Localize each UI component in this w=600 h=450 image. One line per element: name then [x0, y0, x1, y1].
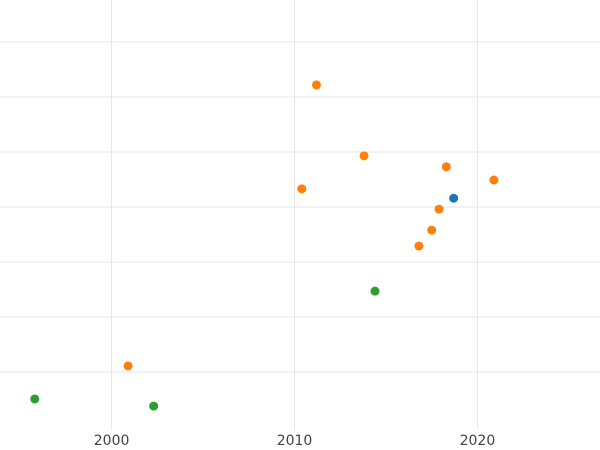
x-tick-label: 2000	[94, 433, 130, 449]
point	[441, 162, 451, 172]
point	[449, 193, 459, 203]
point	[30, 394, 40, 404]
x-tick-label: 2010	[277, 433, 313, 449]
point	[427, 225, 437, 235]
point	[414, 241, 424, 251]
point	[123, 361, 133, 371]
point	[311, 80, 321, 90]
point	[489, 175, 499, 185]
point	[434, 204, 444, 214]
point	[370, 286, 380, 296]
x-tick-label: 2020	[460, 433, 496, 449]
point	[297, 184, 307, 194]
point	[359, 151, 369, 161]
point	[149, 401, 159, 411]
